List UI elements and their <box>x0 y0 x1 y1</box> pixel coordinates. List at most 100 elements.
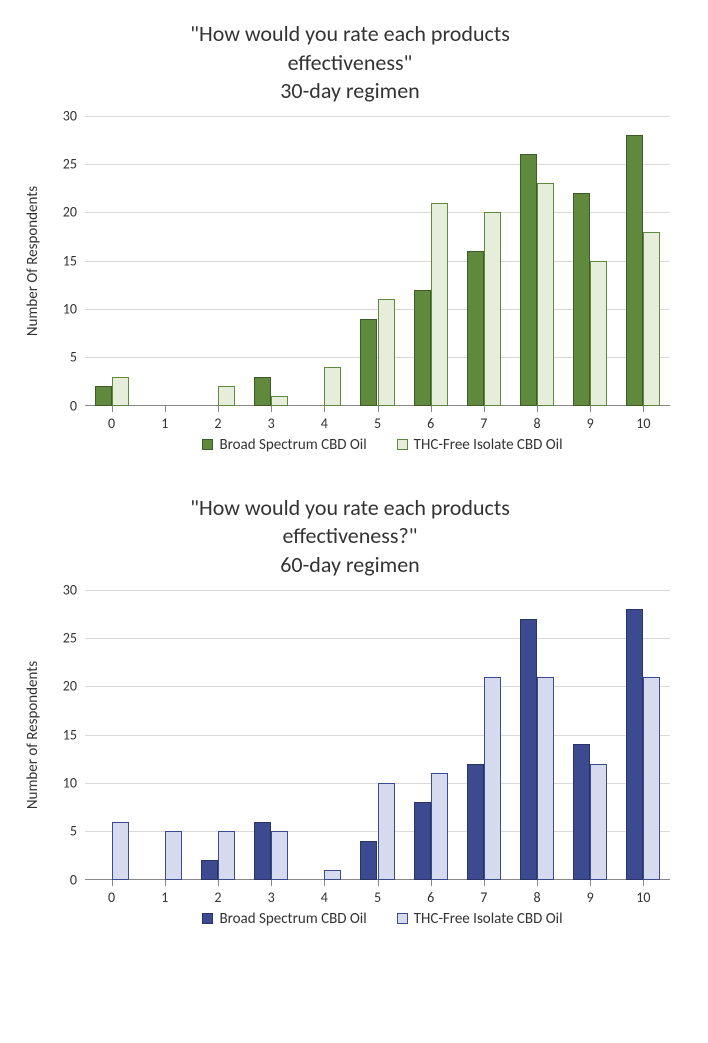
bar <box>537 183 554 405</box>
bar <box>573 744 590 879</box>
x-tick-label: 4 <box>321 415 328 432</box>
bar <box>626 135 643 406</box>
x-tick <box>590 880 591 886</box>
y-tick-label: 10 <box>63 774 77 791</box>
y-tick-label: 5 <box>70 823 77 840</box>
x-tick <box>431 406 432 412</box>
chart-30: "How would you rate each productseffecti… <box>20 20 680 454</box>
x-tick-label: 3 <box>268 415 275 432</box>
bars-layer <box>85 116 670 406</box>
bar <box>360 841 377 880</box>
x-tick-label: 10 <box>636 415 650 432</box>
y-tick-label: 10 <box>63 301 77 318</box>
x-tick <box>643 880 644 886</box>
bar <box>537 677 554 880</box>
bar <box>520 619 537 880</box>
y-tick-label: 25 <box>63 629 77 646</box>
x-tick-label: 2 <box>214 415 221 432</box>
x-tick <box>165 880 166 886</box>
x-tick <box>324 880 325 886</box>
y-tick-label: 0 <box>70 397 77 414</box>
bar <box>590 261 607 406</box>
legend-item: THC-Free Isolate CBD Oil <box>397 436 563 454</box>
x-tick <box>484 880 485 886</box>
bar <box>467 764 484 880</box>
legend: Broad Spectrum CBD Oil THC-Free Isolate C… <box>85 436 680 454</box>
bar <box>271 396 288 406</box>
x-tick-label: 9 <box>587 889 594 906</box>
bar <box>254 822 271 880</box>
x-tick <box>484 406 485 412</box>
bar <box>378 299 395 405</box>
x-tick <box>271 406 272 412</box>
bar <box>378 783 395 880</box>
x-tick-label: 7 <box>480 889 487 906</box>
bar <box>643 677 660 880</box>
legend-item: THC-Free Isolate CBD Oil <box>397 910 563 928</box>
y-tick-label: 0 <box>70 871 77 888</box>
x-tick-label: 0 <box>108 415 115 432</box>
legend-label: THC-Free Isolate CBD Oil <box>414 910 563 928</box>
chart-title-line2: effectiveness" <box>20 49 680 78</box>
legend-label: THC-Free Isolate CBD Oil <box>414 436 563 454</box>
bar <box>201 860 218 879</box>
x-tick <box>271 880 272 886</box>
x-tick <box>112 880 113 886</box>
x-tick <box>165 406 166 412</box>
x-tick-label: 6 <box>427 889 434 906</box>
bar <box>112 822 129 880</box>
bar <box>324 870 341 880</box>
x-tick-label: 6 <box>427 415 434 432</box>
legend-item: Broad Spectrum CBD Oil <box>202 436 366 454</box>
x-tick-label: 9 <box>587 415 594 432</box>
bar <box>218 831 235 879</box>
bar <box>360 319 377 406</box>
bar <box>431 203 448 406</box>
plot-area: Number of Respondents0510152025300123456… <box>85 590 670 880</box>
x-tick <box>590 406 591 412</box>
x-tick <box>537 880 538 886</box>
bar <box>414 290 431 406</box>
chart-title-line1: "How would you rate each products <box>20 20 680 49</box>
bar <box>271 831 288 879</box>
legend-swatch <box>397 439 408 450</box>
y-tick-label: 25 <box>63 156 77 173</box>
x-tick <box>643 406 644 412</box>
x-tick <box>324 406 325 412</box>
y-axis-label: Number of Respondents <box>24 660 42 808</box>
x-tick-label: 3 <box>268 889 275 906</box>
x-tick-label: 5 <box>374 415 381 432</box>
y-tick-label: 20 <box>63 204 77 221</box>
bar <box>218 386 235 405</box>
x-tick-label: 5 <box>374 889 381 906</box>
y-axis-label: Number Of Respondents <box>24 186 42 336</box>
chart-title-line1: "How would you rate each products <box>20 494 680 523</box>
bar <box>95 386 112 405</box>
x-tick-label: 1 <box>161 415 168 432</box>
bar <box>254 377 271 406</box>
chart-subtitle: 60-day regimen <box>20 551 680 580</box>
x-tick-label: 7 <box>480 415 487 432</box>
y-tick-label: 5 <box>70 349 77 366</box>
bar <box>165 831 182 879</box>
x-tick <box>112 406 113 412</box>
x-tick <box>218 406 219 412</box>
x-tick-label: 10 <box>636 889 650 906</box>
bar <box>484 212 501 405</box>
y-tick-label: 15 <box>63 252 77 269</box>
x-tick <box>431 880 432 886</box>
x-tick <box>378 406 379 412</box>
y-tick-label: 30 <box>63 581 77 598</box>
legend-swatch <box>202 439 213 450</box>
x-tick-label: 8 <box>533 415 540 432</box>
bar <box>467 251 484 406</box>
x-tick <box>218 880 219 886</box>
bar <box>484 677 501 880</box>
x-tick-label: 1 <box>161 889 168 906</box>
bar <box>643 232 660 406</box>
chart-title-line2: effectiveness?" <box>20 522 680 551</box>
legend-swatch <box>397 913 408 924</box>
bar <box>112 377 129 406</box>
bar <box>324 367 341 406</box>
x-tick-label: 2 <box>214 889 221 906</box>
